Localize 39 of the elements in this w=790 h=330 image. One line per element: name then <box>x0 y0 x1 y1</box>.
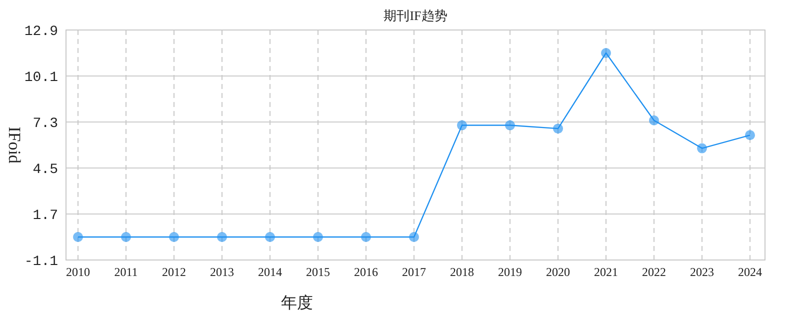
x-tick-label: 2011 <box>114 265 138 279</box>
x-tick-label: 2012 <box>162 265 186 279</box>
y-tick-label: 1.7 <box>32 208 58 224</box>
point <box>457 120 467 130</box>
y-tick-label: -1.1 <box>24 254 58 270</box>
point <box>121 232 131 242</box>
y-tick-label: 4.5 <box>32 162 58 178</box>
point <box>169 232 179 242</box>
x-tick-label: 2018 <box>450 265 474 279</box>
x-tick-label: 2020 <box>546 265 570 279</box>
x-tick-label: 2023 <box>690 265 714 279</box>
point <box>409 232 419 242</box>
x-tick-label: 2022 <box>642 265 666 279</box>
y-tick-label: 7.3 <box>32 116 58 132</box>
point <box>697 143 707 154</box>
point <box>217 232 227 242</box>
point <box>505 120 515 130</box>
point <box>745 130 755 140</box>
chart-title: 期刊IF趋势 <box>384 8 448 23</box>
x-axis-title: 年度 <box>281 294 313 312</box>
y-tick-label: 12.9 <box>24 24 58 40</box>
x-tick-label: 2024 <box>738 265 762 279</box>
x-tick-label: 2014 <box>258 265 282 279</box>
point <box>73 232 83 242</box>
x-tick-label: 2016 <box>354 265 378 279</box>
point <box>649 115 659 126</box>
x-tick-label: 2013 <box>210 265 234 279</box>
point <box>553 124 563 134</box>
point <box>265 232 275 242</box>
x-tick-label: 2010 <box>66 265 90 279</box>
x-tick-label: 2021 <box>594 265 618 279</box>
x-tick-label: 2017 <box>402 265 426 279</box>
y-tick-label: 10.1 <box>24 70 58 86</box>
point <box>601 48 611 58</box>
x-tick-label: 2015 <box>306 265 330 279</box>
y-axis-title: IFoid <box>5 126 24 164</box>
point <box>361 232 371 242</box>
point <box>313 232 323 242</box>
x-tick-label: 2019 <box>498 265 522 279</box>
